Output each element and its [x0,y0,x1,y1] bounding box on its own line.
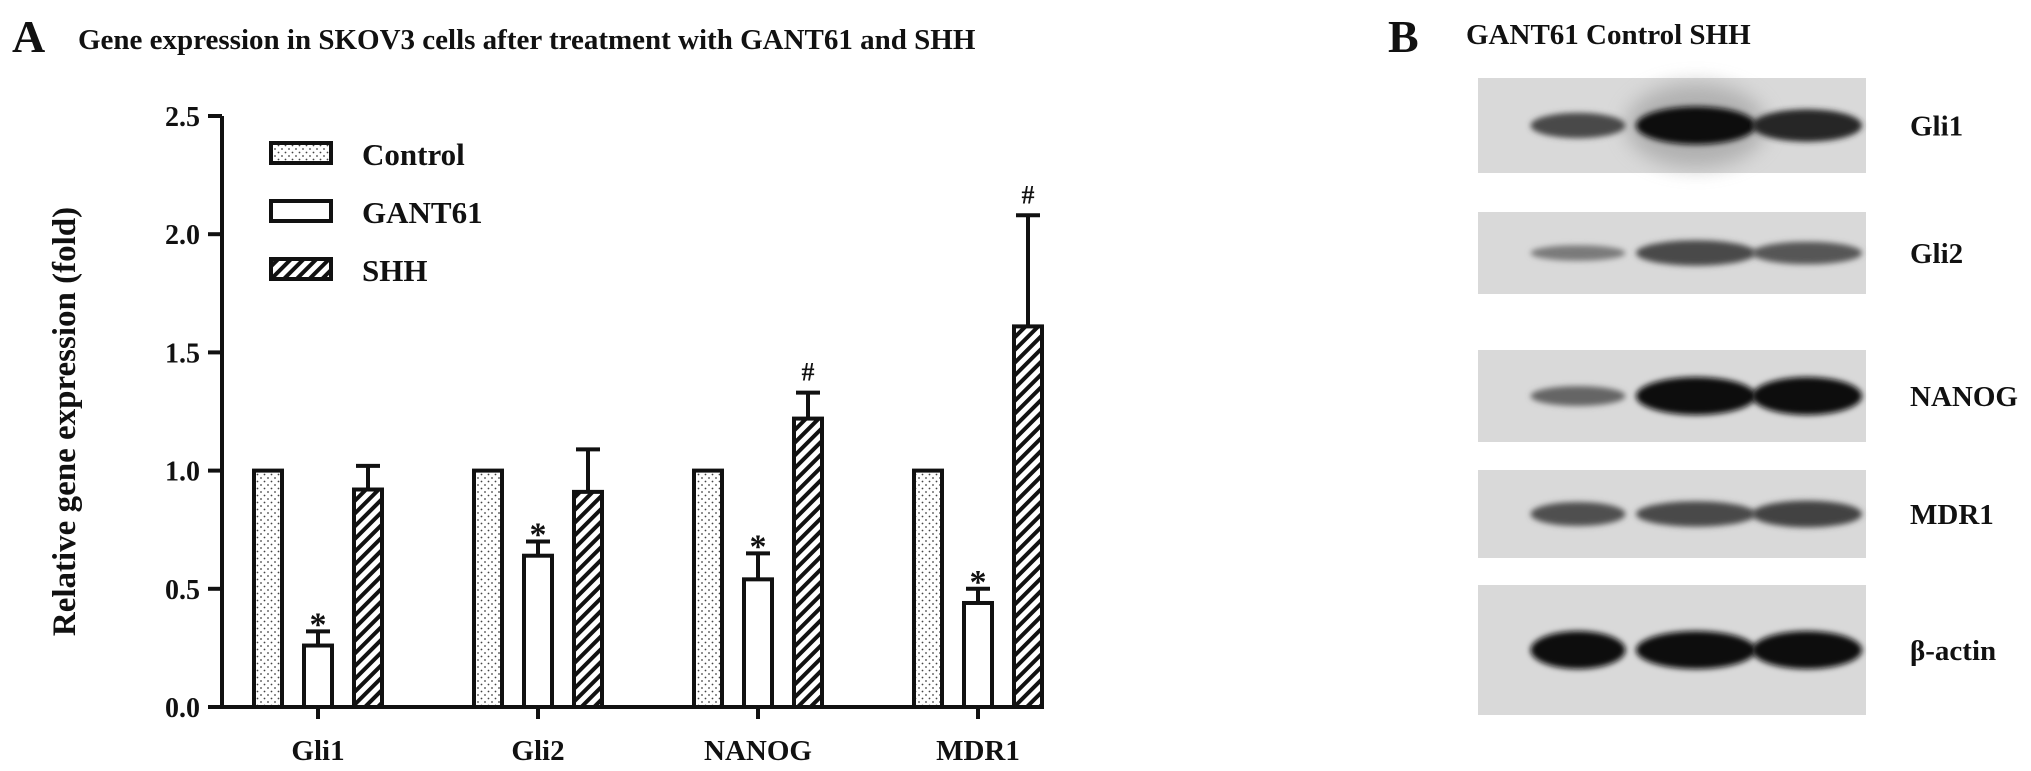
bar-chart: 0.00.51.01.52.02.5 Gli1 Gli2 NANOG MDR1 ** *… [47,102,1044,767]
blot-band [1752,500,1862,528]
bar-control-nanog [692,468,724,709]
y-tick-label: 1.5 [165,338,200,369]
y-tick-label: 0.0 [165,693,200,724]
blot-band [1530,245,1626,261]
bars-layer: * * * # * # [252,180,1044,710]
significance-mark: * [970,564,987,601]
blot--actin: β-actin [1478,585,1996,715]
significance-mark: # [802,358,815,387]
significance-mark: * [530,517,547,554]
blot-band [1530,631,1626,669]
bar-gant61-nanog [742,577,774,709]
legend-swatch-gant61 [269,199,333,223]
blot-band [1752,377,1862,415]
legend-label: Control [362,137,465,172]
blot-gli2: Gli2 [1478,212,1963,294]
y-tick-label: 0.5 [165,575,200,606]
legend-label: SHH [362,253,427,288]
bar-gant61-gli2 [522,553,554,709]
significance-mark: * [750,528,767,565]
blot-mdr1: MDR1 [1478,470,1994,558]
bar-gant61-gli1 [302,643,334,710]
x-tick-label: MDR1 [936,735,1020,767]
bar-control-gli1 [252,468,284,709]
bar-shh-nanog [792,416,824,709]
x-tick-label: Gli2 [511,735,564,767]
blot-nanog: NANOG [1478,350,2018,442]
significance-mark: # [1022,180,1035,209]
y-tick-label: 1.0 [165,457,200,488]
bar-shh-gli1 [352,487,384,709]
y-axis-title: Relative gene expression (fold) [47,207,83,636]
blot-label: MDR1 [1910,499,1994,531]
lane-header: GANT61 Control SHH [1466,19,1751,51]
blot-label: NANOG [1910,381,2018,413]
legend-label: GANT61 [362,195,483,230]
bar-control-gli2 [472,468,504,709]
y-axis: 0.0 0.5 1.0 1.5 2.0 2.5 [165,102,224,724]
blot-band [1530,502,1626,526]
blot-label: Gli1 [1910,111,1963,143]
blot-band [1636,106,1756,145]
legend-swatch-shh [269,257,333,281]
y-tick-label: 2.5 [165,102,200,133]
blot-band [1752,241,1862,265]
blot-band [1752,631,1862,669]
blot-label: β-actin [1910,635,1996,667]
x-tick-label: NANOG [704,735,812,767]
y-tick-label: 2.0 [165,220,200,251]
panel-a-title: Gene expression in SKOV3 cells after tre… [78,24,976,56]
x-tick-label: Gli1 [291,735,344,767]
x-axis: Gli1 Gli2 NANOG MDR1 [220,705,1020,767]
blot-band [1636,631,1756,669]
blot-band [1752,109,1862,142]
bar-shh-gli2 [572,489,604,709]
bar-control-mdr1 [912,468,944,709]
blot-band [1530,112,1626,139]
legend: Control GANT61 SHH [269,137,483,288]
panel-b-letter: B [1388,11,1419,62]
blot-band [1530,386,1626,406]
bar-gant61-mdr1 [962,600,994,710]
blot-band [1636,501,1756,527]
blot-gli1: Gli1 [1478,78,1963,173]
blot-band [1636,240,1756,266]
blot-label: Gli2 [1910,238,1963,270]
panel-a-letter: A [12,11,45,62]
legend-swatch-control [269,141,333,165]
significance-mark: * [310,606,327,643]
blot-band [1636,377,1756,415]
bar-shh-mdr1 [1012,324,1044,709]
western-blot: Gli1 Gli2 NANOG MDR1 β-actin [1478,78,2018,715]
